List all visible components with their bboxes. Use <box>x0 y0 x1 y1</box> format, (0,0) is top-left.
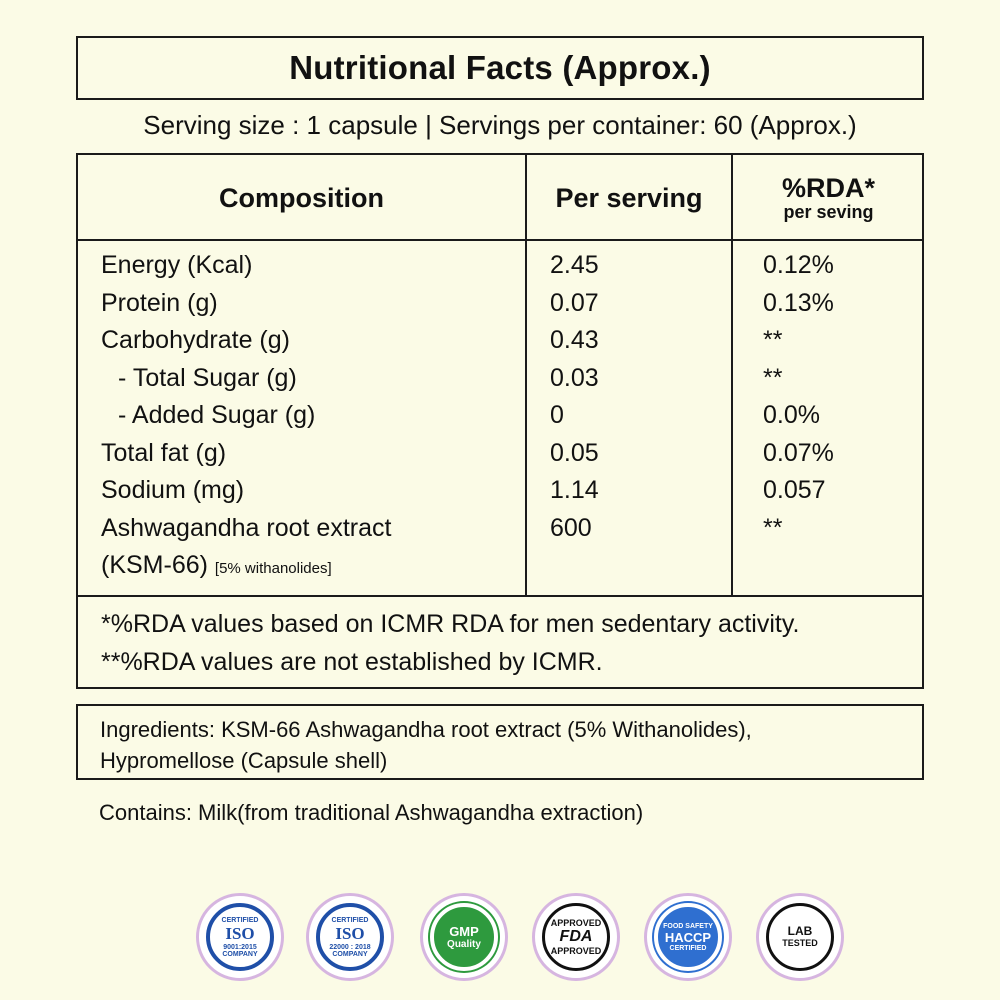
header-per-serving: Per serving <box>527 155 731 241</box>
iso-22000-badge-icon: CERTIFIED ISO 22000 : 2018 COMPANY <box>306 893 394 981</box>
column-divider <box>731 155 733 595</box>
row-value: 0.43 <box>550 326 599 354</box>
badge-top-text: APPROVED <box>550 918 602 928</box>
row-rda: 0.12% <box>763 251 834 279</box>
row-rda: 0.07% <box>763 438 834 467</box>
row-value: 0.05 <box>550 438 599 467</box>
table-row: Energy (Kcal) 2.45 0.12% <box>78 251 922 289</box>
title-box: Nutritional Facts (Approx.) <box>76 36 924 100</box>
badge-bottom-text: APPROVED <box>550 946 602 956</box>
row-name-continuation: (KSM-66) [5% withanolides] <box>101 551 332 580</box>
badge-mark: LAB <box>787 924 813 938</box>
badge-top-text: CERTIFIED <box>221 916 259 924</box>
row-name: Sodium (mg) <box>101 476 245 504</box>
row-value: 600 <box>550 513 592 542</box>
row-rda: ** <box>763 326 783 354</box>
badge-mark: HACCP <box>664 929 712 945</box>
badge-bottom-text: COMPANY <box>332 950 368 958</box>
serving-info: Serving size : 1 capsule | Servings per … <box>143 110 857 140</box>
badge-number: 9001:2015 <box>223 943 257 951</box>
row-rda: 0.057 <box>763 476 826 504</box>
haccp-badge-icon: FOOD SAFETY HACCP CERTIFIED <box>644 893 732 981</box>
row-name-line2: (KSM-66) <box>101 551 208 579</box>
gmp-badge-icon: GMP Quality <box>420 893 508 981</box>
badge-mark: ISO <box>225 923 255 943</box>
row-value: 1.14 <box>550 476 599 504</box>
table-body: Energy (Kcal) 2.45 0.12% Protein (g) 0.0… <box>78 251 922 589</box>
table-row: Carbohydrate (g) 0.43 ** <box>78 326 922 364</box>
header-composition-label: Composition <box>219 182 384 213</box>
header-rda-label: %RDA* <box>781 173 875 203</box>
allergen-info: Contains: Milk(from traditional Ashwagan… <box>99 800 644 825</box>
lab-tested-badge-icon: LAB TESTED <box>756 893 844 981</box>
table-row: Ashwagandha root extract 600 ** <box>78 514 922 552</box>
header-per-serving-label: Per serving <box>555 182 703 213</box>
header-composition: Composition <box>78 155 525 241</box>
notes-divider <box>78 595 922 597</box>
table-row: Sodium (mg) 1.14 0.057 <box>78 476 922 514</box>
row-rda: 0.13% <box>763 288 834 317</box>
badge-mark: FDA <box>559 928 593 945</box>
row-name: - Added Sugar (g) <box>118 401 316 429</box>
row-rda: ** <box>763 363 783 392</box>
badge-mark: GMP <box>449 924 479 939</box>
footnotes: *%RDA values based on ICMR RDA for men s… <box>101 605 799 681</box>
row-value: 0.03 <box>550 363 599 392</box>
table-row: - Total Sugar (g) 0.03 ** <box>78 364 922 402</box>
table-row: Total fat (g) 0.05 0.07% <box>78 439 922 477</box>
ingredients-line: Hypromellose (Capsule shell) <box>100 748 388 773</box>
badge-mark: ISO <box>335 923 365 943</box>
nutrition-table: Composition Per serving %RDA* per seving… <box>76 153 924 689</box>
badge-number: 22000 : 2018 <box>329 943 371 951</box>
row-name: Protein (g) <box>101 288 218 317</box>
row-value: 0.07 <box>550 288 599 317</box>
ingredients-line: Ingredients: KSM-66 Ashwagandha root ext… <box>100 717 752 742</box>
row-name: Carbohydrate (g) <box>101 326 290 354</box>
header-rda: %RDA* per seving <box>733 155 924 241</box>
row-value: 0 <box>550 401 564 429</box>
ingredients-box: Ingredients: KSM-66 Ashwagandha root ext… <box>76 704 924 780</box>
table-row: Protein (g) 0.07 0.13% <box>78 289 922 327</box>
table-row: - Added Sugar (g) 0 0.0% <box>78 401 922 439</box>
footnote: **%RDA values are not established by ICM… <box>101 648 603 676</box>
row-name: Energy (Kcal) <box>101 251 253 279</box>
badge-bottom-text: COMPANY <box>222 950 258 958</box>
row-name-note: [5% withanolides] <box>214 560 332 577</box>
table-row-continuation: (KSM-66) [5% withanolides] <box>78 551 922 589</box>
row-rda: 0.0% <box>763 401 820 429</box>
row-name: - Total Sugar (g) <box>118 363 297 392</box>
row-rda: ** <box>763 513 783 542</box>
badge-subtext: Quality <box>447 939 481 950</box>
badge-subtext: TESTED <box>782 938 818 948</box>
column-divider <box>525 155 527 595</box>
page-title: Nutritional Facts (Approx.) <box>289 49 711 86</box>
row-value: 2.45 <box>550 251 599 279</box>
row-name: Ashwagandha root extract <box>101 513 392 542</box>
badge-top-text: CERTIFIED <box>331 916 369 924</box>
header-rda-sublabel: per seving <box>783 202 874 222</box>
badge-bottom-text: CERTIFIED <box>669 944 707 952</box>
iso-9001-badge-icon: CERTIFIED ISO 9001:2015 COMPANY <box>196 893 284 981</box>
footnote: *%RDA values based on ICMR RDA for men s… <box>101 610 800 638</box>
badge-top-text: FOOD SAFETY <box>663 922 713 930</box>
row-name: Total fat (g) <box>101 438 227 467</box>
fda-approved-badge-icon: APPROVED FDA APPROVED <box>532 893 620 981</box>
header-divider <box>78 239 922 241</box>
